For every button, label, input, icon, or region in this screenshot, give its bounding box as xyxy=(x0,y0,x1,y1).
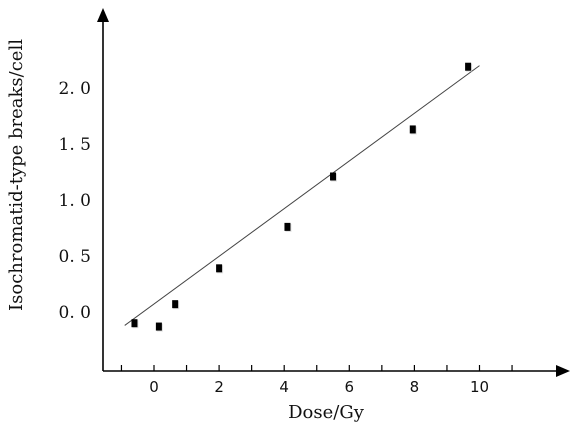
x-tick-label: 0 xyxy=(149,378,159,396)
fit-line-group xyxy=(124,65,480,326)
data-point xyxy=(409,125,416,134)
fit-line xyxy=(124,65,480,326)
y-tick-label: 1. 0 xyxy=(59,191,91,211)
x-tick-label: 8 xyxy=(410,378,420,396)
x-tick-label: 2 xyxy=(214,378,224,396)
y-tick-label: 2. 0 xyxy=(59,79,91,99)
data-point xyxy=(131,319,138,328)
data-point xyxy=(216,264,223,273)
y-tick-label: 0. 0 xyxy=(59,303,91,323)
y-tick-label: 0. 5 xyxy=(59,247,91,267)
data-point xyxy=(330,172,337,181)
axes xyxy=(97,8,570,377)
x-axis-arrow xyxy=(556,365,570,377)
data-point xyxy=(155,322,162,331)
x-axis-title: Dose/Gy xyxy=(288,402,365,423)
x-tick-label: 6 xyxy=(345,378,355,396)
data-point xyxy=(465,62,472,71)
data-point xyxy=(172,300,179,309)
y-axis-title: Isochromatid-type breaks/cell xyxy=(6,39,27,311)
tick-labels: 0 2 4 6 8 10 0. 0 0. 5 1. 0 1. 5 2. 0 xyxy=(59,79,490,396)
y-tick-label: 1. 5 xyxy=(59,135,91,155)
data-point xyxy=(284,222,291,231)
data-points xyxy=(131,62,473,332)
x-tick-label: 4 xyxy=(279,378,289,396)
x-tick-label: 10 xyxy=(470,378,489,396)
y-axis-arrow xyxy=(97,8,109,22)
